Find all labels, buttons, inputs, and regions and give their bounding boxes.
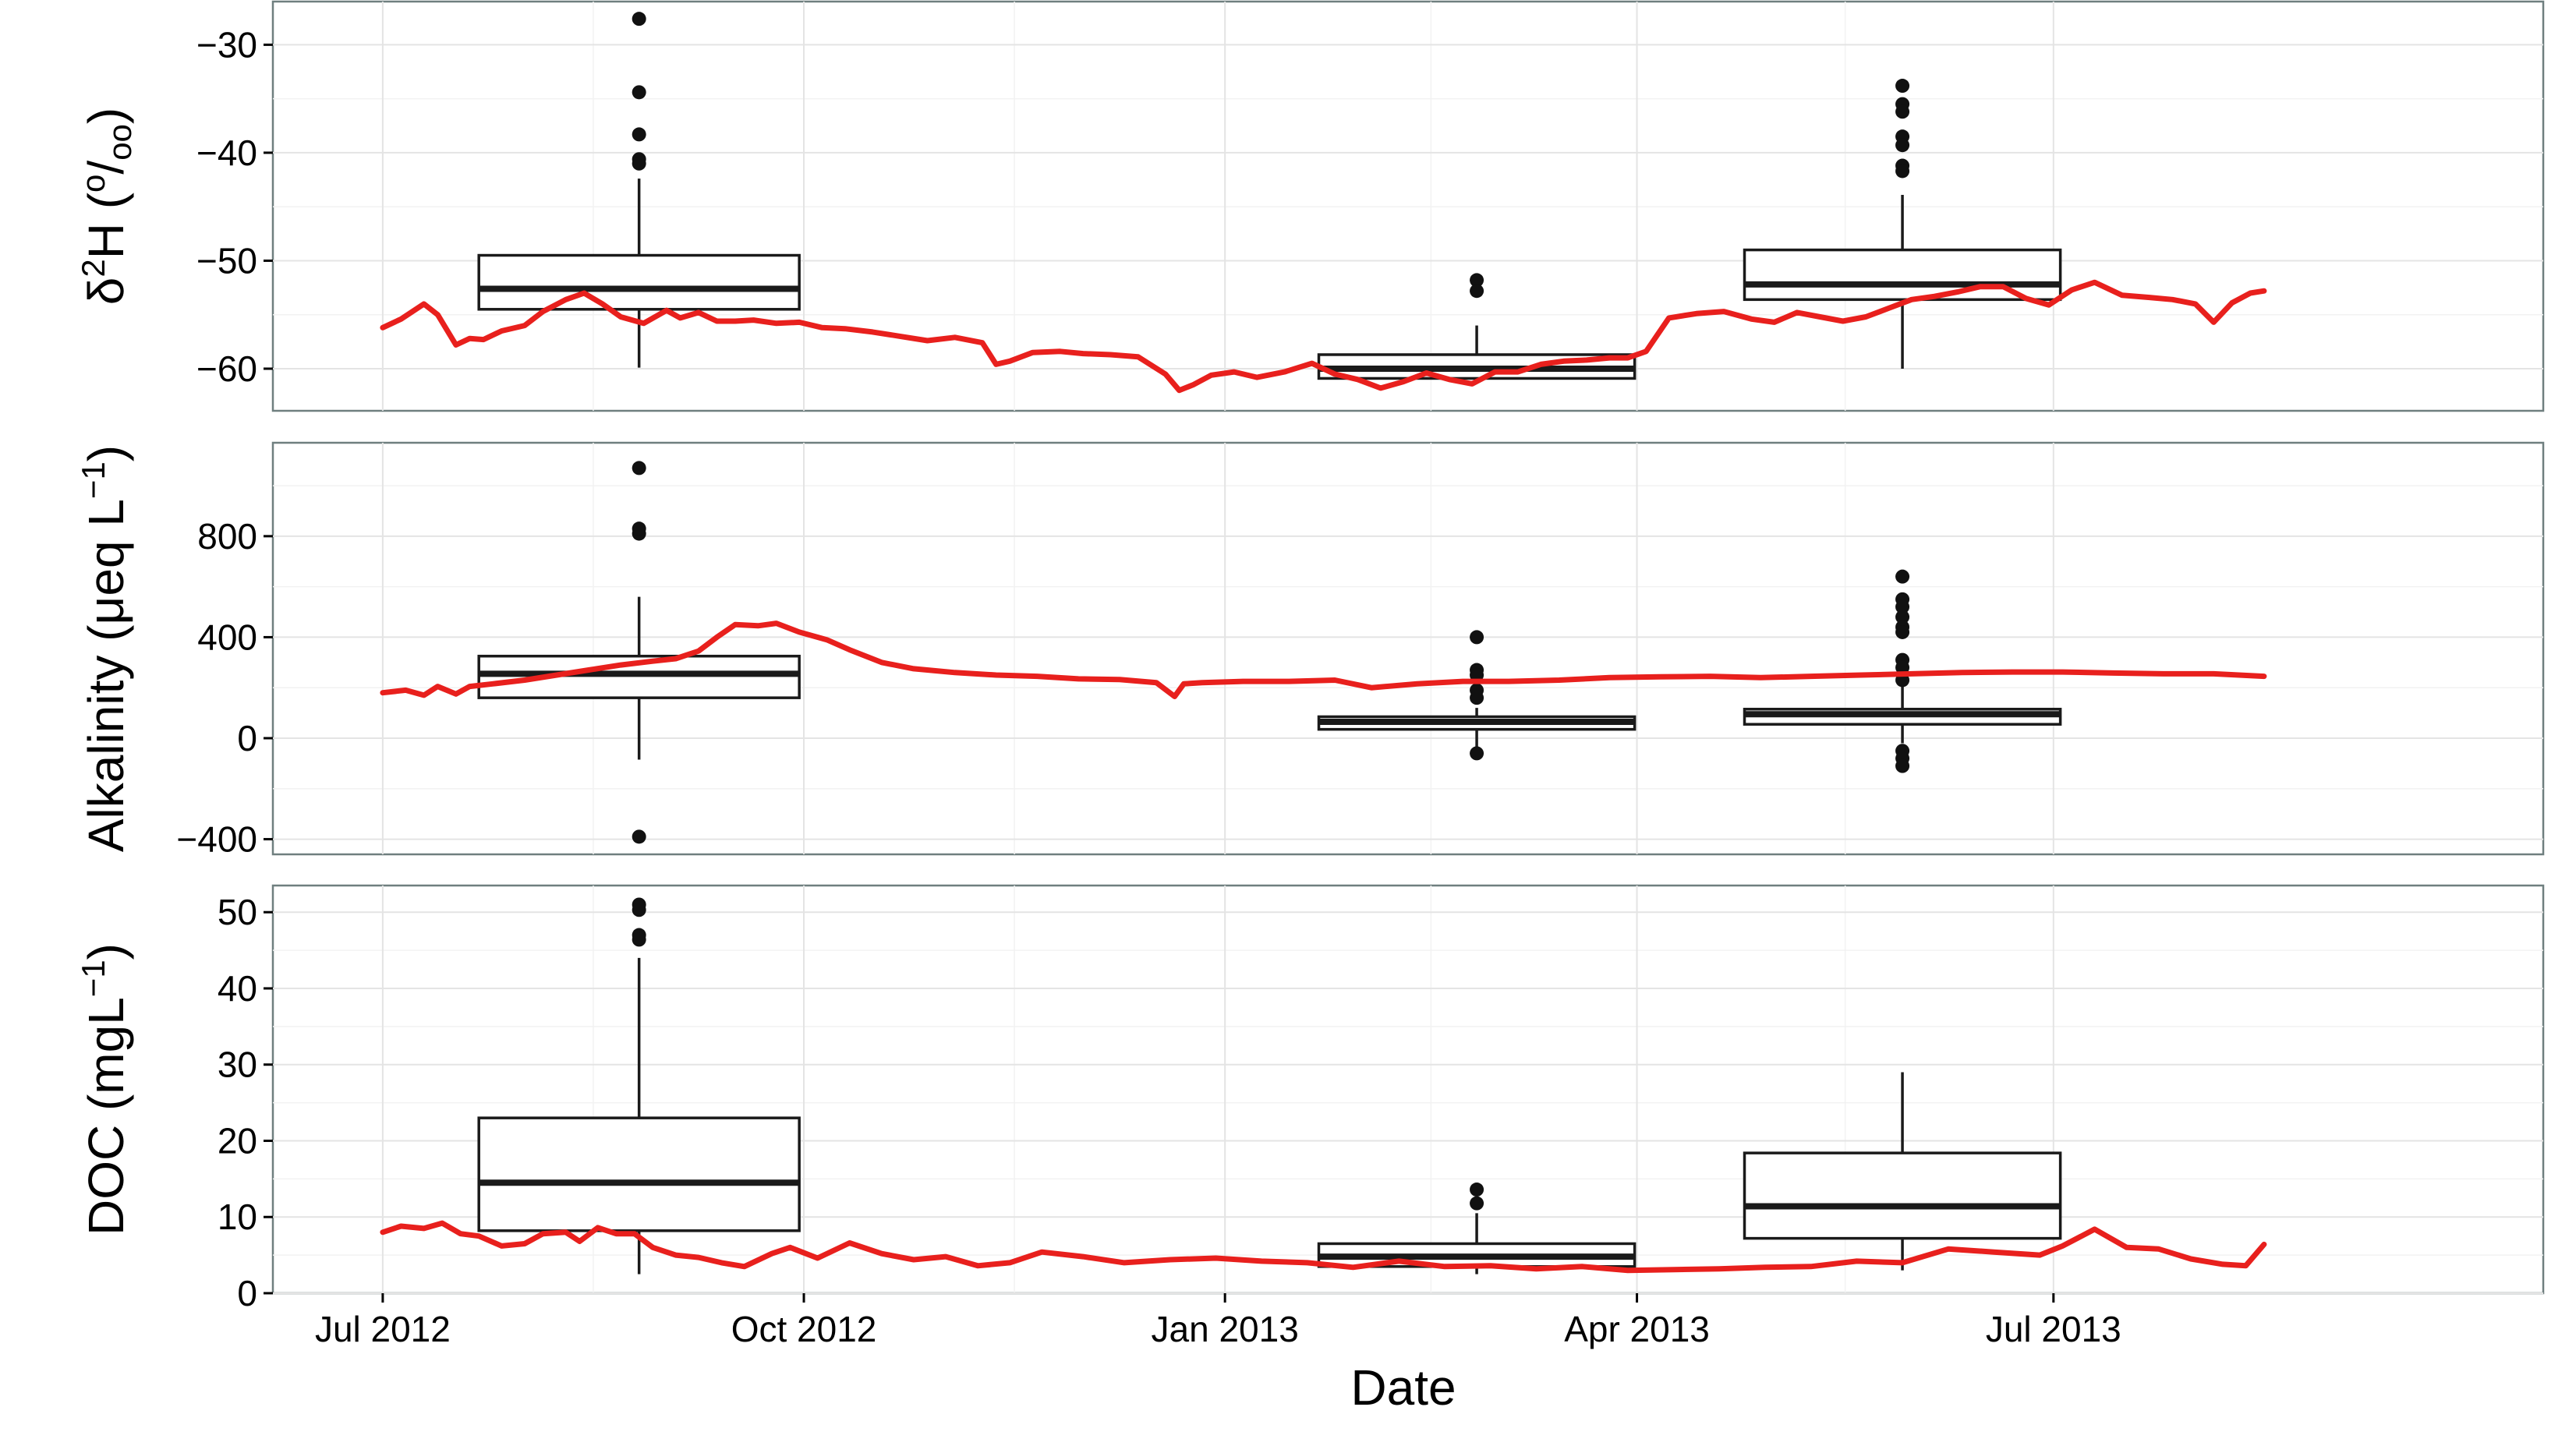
y-title-text: δ xyxy=(78,278,134,306)
outlier-point xyxy=(632,156,646,171)
y-title-text: ) xyxy=(78,943,134,960)
y-tick-label: −40 xyxy=(196,133,257,173)
y-title-superscript: 2 xyxy=(75,259,111,277)
x-tick-label: Jan 2013 xyxy=(1152,1309,1299,1349)
panel-background xyxy=(271,441,2545,856)
outlier-point xyxy=(1895,569,1910,584)
y-tick-label: 10 xyxy=(218,1197,257,1237)
y-title-superscript: −1 xyxy=(75,960,111,997)
y-title-text: Alkalinity (μeq L xyxy=(78,499,134,852)
y-tick-label: −30 xyxy=(196,24,257,65)
x-tick-label: Jul 2013 xyxy=(1986,1309,2121,1349)
outlier-point xyxy=(1895,164,1910,179)
x-axis: Jul 2012 Oct 2012 Jan 2013 Apr 2013 Jul 2013 xyxy=(315,1293,2121,1349)
outlier-point xyxy=(1470,630,1484,645)
y-tick-label: 800 xyxy=(197,516,257,557)
y-tick-label: 30 xyxy=(218,1045,257,1085)
outlier-point xyxy=(632,521,646,536)
y-title-text: ) xyxy=(78,108,134,124)
x-tick-label: Apr 2013 xyxy=(1564,1309,1710,1349)
outlier-point xyxy=(1470,746,1484,761)
boxplot-doc-1 xyxy=(477,897,801,1274)
x-tick-label: Jul 2012 xyxy=(315,1309,451,1349)
y-axis-title-d2h: δ2H (o/oo) xyxy=(75,108,138,305)
y-title-superscript: o xyxy=(75,175,111,193)
outlier-point xyxy=(1895,104,1910,119)
y-tick-label: 40 xyxy=(218,968,257,1009)
y-tick-label: 0 xyxy=(237,718,257,758)
outlier-point xyxy=(632,85,646,100)
series-line-doc xyxy=(380,1220,2267,1274)
panel-alkalinity: 800 400 0 −400 Alkalinity (μeq L−1) xyxy=(75,441,2545,860)
outlier-point xyxy=(632,461,646,475)
outlier-point xyxy=(1895,138,1910,153)
boxplot-alkalinity-2 xyxy=(1317,630,1637,761)
box-iqr xyxy=(477,253,801,311)
y-tick-label: 50 xyxy=(218,892,257,932)
boxplot-d2h-2 xyxy=(1317,273,1637,380)
series-line-d2h xyxy=(380,279,2267,394)
box-iqr xyxy=(477,1116,801,1232)
outlier-point xyxy=(1470,691,1484,705)
outlier-point xyxy=(1470,284,1484,299)
y-tick-label: 20 xyxy=(218,1120,257,1161)
outlier-point xyxy=(1895,660,1910,675)
y-tick-label: −60 xyxy=(196,348,257,389)
y-title-text: H ( xyxy=(78,193,134,259)
outlier-point xyxy=(632,829,646,844)
series-line-alkalinity xyxy=(380,620,2267,699)
outlier-point xyxy=(1895,599,1910,614)
y-tick-label: −400 xyxy=(176,819,257,860)
outlier-point xyxy=(1470,1196,1484,1211)
outlier-point xyxy=(1895,624,1910,639)
outlier-point xyxy=(632,932,646,947)
y-title-text: ) xyxy=(78,445,134,461)
y-axis-title-doc: DOC (mgL−1) xyxy=(75,943,134,1236)
y-title-text: DOC (mgL xyxy=(78,997,134,1236)
outlier-point xyxy=(632,127,646,142)
boxplot-alkalinity-3 xyxy=(1743,569,2062,773)
outlier-point xyxy=(1895,610,1910,624)
y-title-superscript: −1 xyxy=(75,461,111,499)
outlier-point xyxy=(632,12,646,27)
y-title-text: / xyxy=(78,161,134,175)
outlier-point xyxy=(1470,1183,1484,1197)
outlier-point xyxy=(1895,758,1910,773)
outlier-point xyxy=(1470,668,1484,683)
outlier-point xyxy=(1470,273,1484,288)
y-axis-title-alkalinity: Alkalinity (μeq L−1) xyxy=(75,445,134,852)
y-title-subscript: oo xyxy=(101,124,138,161)
outlier-point xyxy=(1895,79,1910,94)
y-tick-label: 400 xyxy=(197,617,257,657)
boxplot-doc-3 xyxy=(1743,1072,2062,1271)
box-iqr xyxy=(1743,1151,2062,1240)
x-axis-title: Date xyxy=(1350,1359,1456,1416)
y-tick-label: 0 xyxy=(237,1273,257,1313)
x-tick-label: Oct 2012 xyxy=(731,1309,877,1349)
panel-doc: 50 40 30 20 10 0 DOC (mgL−1) xyxy=(75,884,2545,1313)
y-tick-label: −50 xyxy=(196,240,257,281)
outlier-point xyxy=(632,903,646,917)
boxplot-d2h-1 xyxy=(477,12,801,368)
panel-d2h: −30 −40 −50 −60 δ2H (o/oo) xyxy=(75,0,2545,412)
